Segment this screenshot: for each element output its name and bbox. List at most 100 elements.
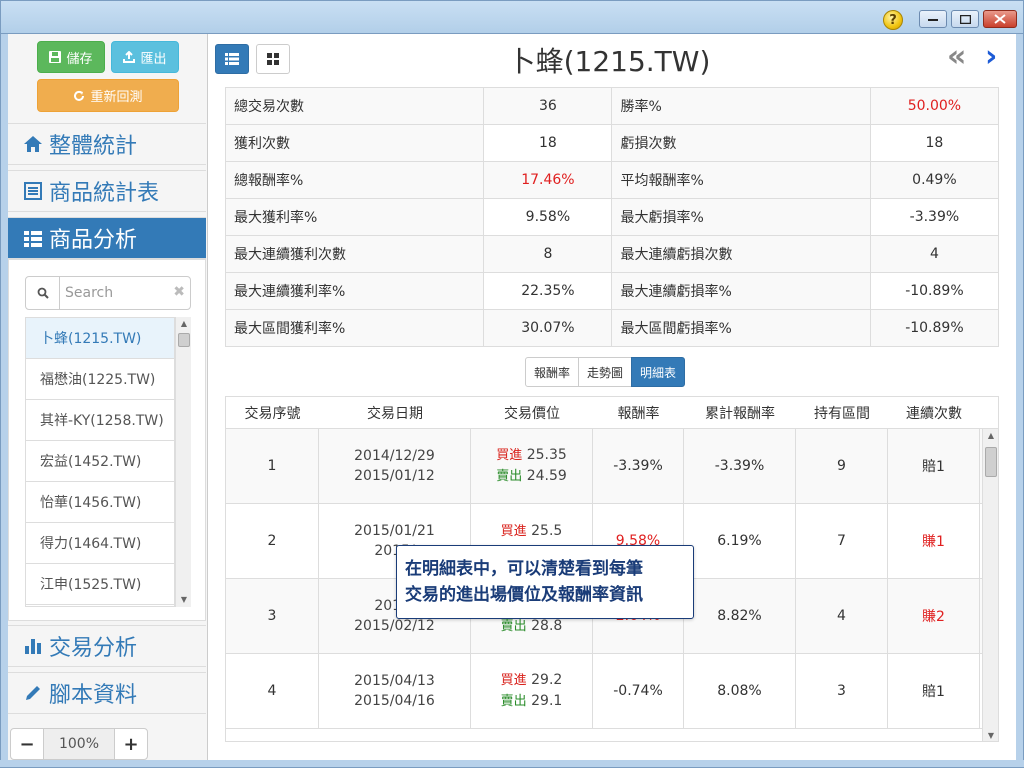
nav-product-analysis[interactable]: 商品分析 <box>8 217 206 259</box>
detail-scrollbar[interactable]: ▲ ▼ <box>982 429 998 741</box>
tab-returns[interactable]: 報酬率 <box>525 357 580 387</box>
nav-script-data-label: 腳本資料 <box>49 683 138 708</box>
holding-period: 9 <box>796 429 888 503</box>
entry-date: 2014/12/29 <box>354 448 435 464</box>
stat-value: 36 <box>483 87 613 125</box>
stat-value: -10.89% <box>869 272 1000 310</box>
pencil-icon <box>26 686 40 700</box>
list-item[interactable]: 宏益(1452.TW) <box>26 441 174 482</box>
scroll-up-icon[interactable]: ▲ <box>180 319 188 328</box>
stat-value: 17.46% <box>483 161 613 199</box>
stat-label: 最大連續獲利次數 <box>224 235 485 273</box>
scroll-down-icon[interactable]: ▼ <box>180 595 188 604</box>
search-input[interactable] <box>65 277 175 309</box>
prev-product-icon[interactable]: « <box>947 39 967 74</box>
trade-prices: 賣出 28.8 <box>471 579 593 653</box>
list-item[interactable]: 其祥-KY(1258.TW) <box>26 400 174 441</box>
streak: 賠1 <box>888 429 980 503</box>
table-row: 1 2014/12/29 2015/01/12 買進 25.35 賣出 24.59… <box>226 429 982 504</box>
detail-body: 1 2014/12/29 2015/01/12 買進 25.35 賣出 24.59… <box>226 429 982 741</box>
save-button[interactable]: 儲存 <box>37 41 105 73</box>
grid-view-button[interactable] <box>256 44 290 74</box>
stat-label: 最大連續虧損次數 <box>611 235 871 273</box>
list-item[interactable]: 得力(1464.TW) <box>26 523 174 564</box>
streak: 賠1 <box>888 654 980 728</box>
trade-prices: 買進 29.2 賣出 29.1 <box>471 654 593 728</box>
nav-trade-analysis[interactable]: 交易分析 <box>8 625 206 667</box>
grid-view-icon <box>267 53 279 65</box>
list-item[interactable]: 怡華(1456.TW) <box>26 482 174 523</box>
maximize-button[interactable] <box>951 10 979 28</box>
column-header[interactable]: 報酬率 <box>617 405 660 422</box>
main-content: 卜蜂(1215.TW) « › 總交易次數 36 勝率% 50.00% 獲利次數… <box>209 34 1016 760</box>
trade-dates: 2014/12/29 2015/01/12 <box>319 429 471 503</box>
table-row: 獲利次數 18 虧損次數 18 <box>224 124 1000 162</box>
minimize-button[interactable] <box>919 10 947 28</box>
streak: 賺2 <box>888 579 980 653</box>
column-header[interactable]: 交易日期 <box>367 405 423 422</box>
holding-period: 3 <box>796 654 888 728</box>
sell-label: 賣出 <box>496 469 523 484</box>
stat-value: 0.49% <box>869 161 1000 199</box>
rerun-label: 重新回測 <box>90 90 143 105</box>
nav-trade-analysis-label: 交易分析 <box>49 636 138 661</box>
help-icon[interactable]: ? <box>883 10 903 30</box>
column-header[interactable]: 連續次數 <box>906 405 962 422</box>
column-header[interactable]: 交易價位 <box>504 405 560 422</box>
column-header[interactable]: 交易序號 <box>244 405 301 422</box>
tab-trend[interactable]: 走勢圖 <box>578 357 633 387</box>
stat-label: 最大連續獲利率% <box>224 272 485 310</box>
stat-value: 18 <box>483 124 613 162</box>
export-button[interactable]: 匯出 <box>111 41 179 73</box>
scroll-up-icon[interactable]: ▲ <box>987 431 995 440</box>
rerun-button[interactable]: 重新回測 <box>37 79 179 112</box>
product-list-scrollbar[interactable]: ▲ ▼ <box>175 317 191 607</box>
scroll-thumb[interactable] <box>178 333 190 347</box>
view-tabs: 報酬率 走勢圖 明細表 <box>525 357 686 387</box>
clear-search-icon[interactable]: ✖ <box>173 284 185 300</box>
scroll-down-icon[interactable]: ▼ <box>987 731 995 740</box>
zoom-in-button[interactable]: + <box>123 733 139 755</box>
table-row: 最大獲利率% 9.58% 最大虧損率% -3.39% <box>224 198 1000 236</box>
stat-label: 總交易次數 <box>224 87 485 125</box>
exit-date: 2015/02/12 <box>354 618 435 634</box>
stat-label: 最大區間獲利率% <box>224 309 485 347</box>
cumulative-return: 8.82% <box>684 579 796 653</box>
trade-no: 1 <box>226 429 319 503</box>
next-product-icon[interactable]: › <box>985 39 998 74</box>
detail-table: 交易序號 交易日期 交易價位 報酬率 累計報酬率 持有區間 連續次數 1 201… <box>225 396 999 742</box>
sell-price: 29.1 <box>531 693 563 709</box>
stat-value: 50.00% <box>869 87 1000 125</box>
table-row: 總交易次數 36 勝率% 50.00% <box>224 87 1000 125</box>
streak: 賺1 <box>888 504 980 578</box>
nav-product-table[interactable]: 商品統計表 <box>8 170 206 212</box>
nav-overall-stats[interactable]: 整體統計 <box>8 123 206 165</box>
tab-details[interactable]: 明細表 <box>631 357 686 387</box>
table-row: 4 2015/04/13 2015/04/16 買進 29.2 賣出 29.1 -… <box>226 654 982 729</box>
stat-value: 22.35% <box>483 272 613 310</box>
column-header[interactable]: 累計報酬率 <box>705 405 775 422</box>
list-view-button[interactable] <box>215 44 249 74</box>
zoom-level: 100% <box>43 729 115 759</box>
return-rate: -0.74% <box>593 654 684 728</box>
list-item[interactable]: 江申(1525.TW) <box>26 564 174 605</box>
exit-date: 2015/01/12 <box>354 468 435 484</box>
search-box: ✖ <box>25 276 191 310</box>
zoom-out-button[interactable]: − <box>19 733 35 755</box>
column-header[interactable]: 持有區間 <box>814 405 870 422</box>
callout-tooltip: 在明細表中，可以清楚看到每筆 交易的進出場價位及報酬率資訊 <box>396 545 694 619</box>
close-button[interactable] <box>983 10 1017 28</box>
nav-script-data[interactable]: 腳本資料 <box>8 672 206 714</box>
nav-product-analysis-label: 商品分析 <box>49 228 138 253</box>
buy-label: 買進 <box>500 673 527 688</box>
stat-label: 虧損次數 <box>611 124 871 162</box>
buy-price: 25.35 <box>526 447 567 463</box>
scroll-thumb[interactable] <box>985 447 997 477</box>
home-icon <box>24 136 42 152</box>
save-label: 儲存 <box>66 51 93 67</box>
list-item[interactable]: 福懋油(1225.TW) <box>26 359 174 400</box>
entry-date: 2015/01/21 <box>354 523 435 539</box>
table-row: 總報酬率% 17.46% 平均報酬率% 0.49% <box>224 161 1000 199</box>
sell-label: 賣出 <box>500 694 527 709</box>
list-item[interactable]: 卜蜂(1215.TW) <box>26 318 174 359</box>
